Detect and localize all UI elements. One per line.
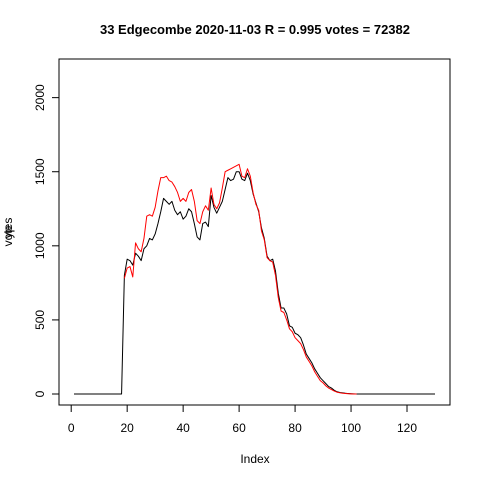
x-tick-label: 20 xyxy=(120,421,134,435)
x-tick-label: 100 xyxy=(341,421,361,435)
x-tick-label: 40 xyxy=(176,421,190,435)
chart-title: 33 Edgecombe 2020-11-03 R = 0.995 votes … xyxy=(100,22,410,37)
series-line-1 xyxy=(74,171,435,395)
y-axis-label: votes xyxy=(1,218,15,247)
y-tick-label: 2000 xyxy=(33,84,47,111)
y-tick-label: 1000 xyxy=(33,232,47,259)
x-axis: 0 20 40 60 80 100 120 xyxy=(68,404,417,435)
x-axis-label: Index xyxy=(240,452,269,466)
plot-frame xyxy=(58,58,451,406)
x-tick-label: 120 xyxy=(397,421,417,435)
y-tick-label: 0 xyxy=(33,390,47,397)
y-axis: 0 500 1000 1500 2000 xyxy=(33,84,60,397)
series-layer xyxy=(74,163,435,395)
x-tick-label: 0 xyxy=(68,421,75,435)
x-tick-label: 80 xyxy=(288,421,302,435)
series-line-2 xyxy=(123,163,357,395)
x-tick-label: 60 xyxy=(232,421,246,435)
y-axis-label-overlap: yp xyxy=(1,225,15,238)
y-tick-label: 1500 xyxy=(33,158,47,185)
y-tick-label: 500 xyxy=(33,310,47,330)
